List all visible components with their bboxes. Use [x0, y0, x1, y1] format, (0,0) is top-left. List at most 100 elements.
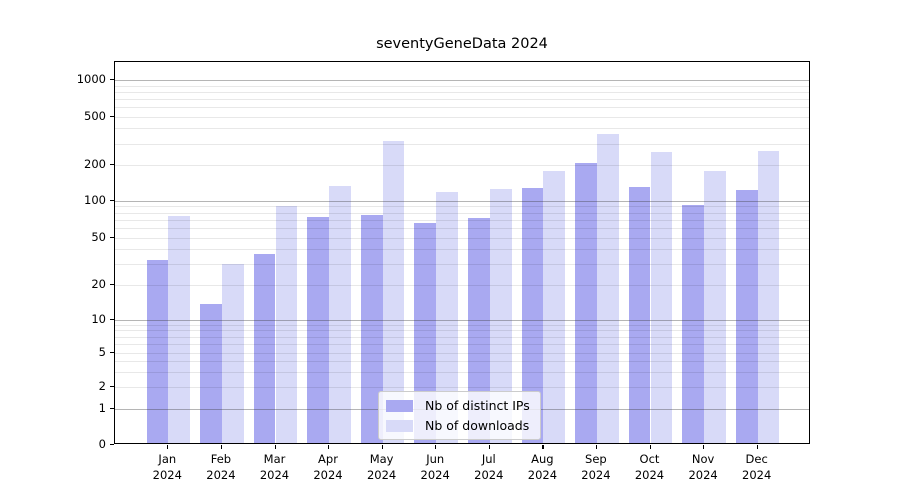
y-tick-label-500: 500	[84, 108, 106, 123]
x-tick-label-mar: Mar 2024	[260, 451, 289, 483]
y-tick-label-10: 10	[91, 311, 106, 326]
bar-feb-downloads	[221, 263, 244, 443]
x-tick-mark-jun	[435, 445, 437, 449]
bar-sep-downloads	[596, 134, 619, 443]
legend-label-downloads: Nb of downloads	[425, 418, 530, 433]
bar-dec-distinct-ips	[735, 190, 758, 443]
month-name: Oct	[639, 452, 660, 466]
legend: Nb of distinct IPs Nb of downloads	[378, 391, 541, 440]
legend-item-distinct-ips: Nb of distinct IPs	[386, 398, 530, 413]
y-tick-label-20: 20	[91, 277, 106, 291]
y-tick-label-0: 0	[98, 437, 106, 451]
bar-nov-distinct-ips	[682, 204, 705, 443]
month-year: 2024	[527, 468, 558, 482]
x-tick-mark-apr	[328, 445, 330, 449]
legend-swatch-downloads	[386, 419, 413, 432]
month-name: Jan	[158, 452, 177, 466]
month-name: Aug	[531, 452, 554, 466]
x-tick-label-feb: Feb 2024	[206, 451, 235, 483]
bar-sep-distinct-ips	[575, 162, 597, 443]
x-tick-mark-may	[381, 445, 383, 449]
legend-swatch-distinct-ips	[386, 399, 413, 412]
bar-may-downloads	[382, 141, 405, 443]
bar-jun-downloads	[436, 192, 458, 443]
month-year: 2024	[152, 468, 182, 482]
x-tick-label-dec: Dec 2024	[742, 451, 771, 483]
y-tick-mark-5	[110, 351, 114, 353]
bar-oct-distinct-ips	[628, 186, 651, 443]
y-tick-label-100: 100	[84, 192, 106, 207]
y-tick-mark-1000	[110, 79, 114, 81]
bar-aug-downloads	[543, 170, 566, 443]
y-tick-mark-50	[110, 236, 114, 238]
bar-oct-downloads	[650, 152, 673, 443]
x-tick-label-may: May 2024	[367, 451, 396, 483]
bars-layer	[115, 62, 809, 443]
y-tick-mark-20	[110, 284, 114, 286]
month-year: 2024	[313, 468, 343, 482]
month-year: 2024	[474, 468, 504, 482]
x-tick-mark-nov	[703, 445, 705, 449]
y-tick-label-1000: 1000	[76, 72, 106, 86]
legend-label-distinct-ips: Nb of distinct IPs	[425, 398, 530, 413]
month-name: Sep	[585, 452, 607, 466]
x-tick-mark-feb	[220, 445, 223, 449]
bar-jul-distinct-ips	[468, 217, 490, 443]
bar-jun-distinct-ips	[414, 222, 437, 443]
month-year: 2024	[688, 468, 718, 482]
month-year: 2024	[259, 468, 290, 482]
bar-mar-downloads	[275, 205, 298, 443]
bar-aug-distinct-ips	[521, 188, 544, 443]
month-year: 2024	[581, 468, 611, 482]
bar-mar-distinct-ips	[253, 254, 276, 443]
bar-nov-downloads	[704, 171, 726, 443]
y-tick-label-2: 2	[98, 378, 106, 393]
x-tick-mark-dec	[756, 445, 758, 449]
bar-dec-downloads	[757, 151, 780, 443]
x-tick-label-nov: Nov 2024	[688, 451, 717, 483]
month-year: 2024	[634, 468, 665, 482]
x-tick-mark-sep	[595, 445, 598, 449]
plot-area: Nb of distinct IPs Nb of downloads	[114, 61, 810, 444]
month-name: Dec	[745, 452, 768, 466]
x-tick-label-apr: Apr 2024	[313, 451, 342, 483]
x-tick-mark-mar	[274, 445, 276, 449]
y-tick-label-1: 1	[98, 400, 106, 415]
month-year: 2024	[742, 468, 772, 482]
bar-apr-downloads	[329, 185, 351, 443]
month-name: May	[369, 452, 394, 466]
bar-may-distinct-ips	[360, 214, 383, 443]
x-tick-mark-jul	[488, 445, 490, 449]
x-tick-label-jan: Jan 2024	[153, 451, 182, 483]
month-name: Mar	[263, 452, 286, 466]
x-tick-label-jun: Jun 2024	[421, 451, 450, 483]
month-year: 2024	[206, 468, 236, 482]
x-tick-mark-oct	[649, 445, 651, 449]
x-tick-label-jul: Jul 2024	[474, 451, 503, 483]
y-tick-mark-200	[110, 163, 114, 165]
bar-feb-distinct-ips	[200, 304, 222, 443]
x-tick-label-aug: Aug 2024	[528, 451, 557, 483]
y-tick-mark-2	[110, 385, 114, 387]
bar-jan-distinct-ips	[146, 260, 169, 443]
bar-apr-distinct-ips	[307, 217, 329, 443]
month-name: Apr	[318, 452, 338, 466]
month-year: 2024	[366, 468, 397, 482]
month-name: Feb	[210, 452, 232, 466]
y-tick-label-50: 50	[91, 229, 106, 244]
month-name: Nov	[691, 452, 715, 466]
x-tick-mark-aug	[542, 445, 544, 449]
chart-title: seventyGeneData 2024	[376, 36, 548, 52]
y-tick-mark-1	[110, 407, 114, 409]
y-tick-mark-10	[110, 318, 114, 320]
x-tick-mark-jan	[167, 445, 169, 449]
month-name: Jul	[481, 452, 496, 466]
y-tick-mark-100	[110, 199, 114, 201]
bar-jan-downloads	[168, 215, 191, 443]
month-year: 2024	[420, 468, 450, 482]
bar-jul-downloads	[489, 188, 512, 443]
y-tick-label-5: 5	[98, 344, 106, 359]
legend-item-downloads: Nb of downloads	[386, 418, 530, 433]
y-tick-label-200: 200	[84, 156, 106, 171]
